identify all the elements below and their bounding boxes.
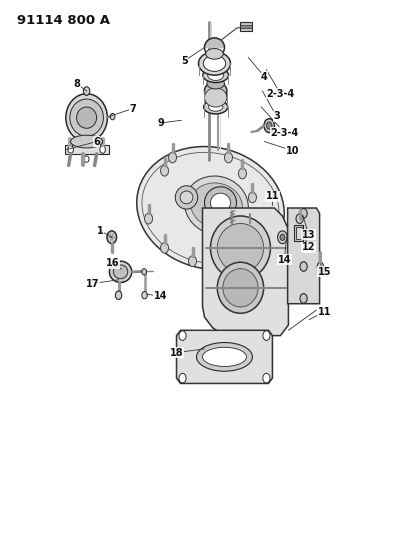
Text: 12: 12 (302, 243, 315, 252)
Circle shape (225, 152, 233, 163)
Text: 18: 18 (170, 348, 183, 358)
Ellipse shape (113, 265, 128, 279)
Circle shape (296, 214, 303, 223)
Circle shape (160, 165, 168, 176)
Ellipse shape (71, 135, 103, 148)
Ellipse shape (137, 147, 284, 270)
Text: 16: 16 (106, 259, 119, 268)
Circle shape (188, 256, 196, 266)
Ellipse shape (205, 88, 227, 107)
Ellipse shape (198, 52, 231, 75)
Text: 11: 11 (266, 191, 279, 201)
Text: 10: 10 (286, 146, 299, 156)
Ellipse shape (206, 49, 223, 59)
Circle shape (263, 373, 270, 383)
Text: 6: 6 (93, 136, 100, 147)
Ellipse shape (196, 343, 253, 371)
Circle shape (249, 192, 257, 203)
Circle shape (300, 294, 307, 303)
Circle shape (144, 213, 152, 224)
Ellipse shape (66, 94, 107, 142)
Circle shape (107, 231, 117, 244)
Text: 9: 9 (157, 118, 164, 128)
Text: 14: 14 (154, 291, 167, 301)
Text: 17: 17 (86, 279, 99, 288)
Ellipse shape (209, 103, 223, 111)
Circle shape (84, 156, 89, 163)
Circle shape (300, 208, 307, 218)
Circle shape (266, 122, 272, 130)
Ellipse shape (77, 107, 97, 128)
Text: 14: 14 (277, 255, 291, 264)
Ellipse shape (217, 262, 263, 313)
Circle shape (263, 331, 270, 341)
Circle shape (179, 373, 186, 383)
Circle shape (264, 119, 274, 133)
Text: 1: 1 (97, 226, 104, 236)
Ellipse shape (175, 185, 198, 209)
Circle shape (100, 146, 105, 154)
Ellipse shape (203, 55, 226, 71)
Ellipse shape (203, 68, 229, 83)
Text: 11: 11 (318, 306, 331, 317)
Ellipse shape (204, 100, 228, 114)
Circle shape (168, 152, 176, 163)
Bar (294, 225, 303, 241)
Polygon shape (176, 330, 272, 383)
Text: 5: 5 (181, 56, 188, 66)
Circle shape (247, 227, 255, 237)
Text: 13: 13 (302, 230, 315, 240)
Text: 8: 8 (73, 79, 80, 89)
Ellipse shape (203, 348, 247, 367)
Text: 3: 3 (273, 111, 280, 121)
Bar (296, 227, 302, 239)
Ellipse shape (70, 99, 103, 136)
Text: 4: 4 (261, 72, 268, 82)
Text: 2-3-4: 2-3-4 (270, 127, 298, 138)
Ellipse shape (208, 70, 224, 80)
Circle shape (142, 292, 147, 299)
Text: 15: 15 (318, 267, 331, 277)
Polygon shape (65, 146, 109, 154)
Ellipse shape (184, 176, 248, 235)
Circle shape (115, 291, 122, 300)
Ellipse shape (217, 223, 263, 272)
Ellipse shape (223, 269, 258, 307)
Text: 91114 800 A: 91114 800 A (17, 14, 110, 27)
Circle shape (160, 243, 168, 253)
Circle shape (300, 262, 307, 271)
Ellipse shape (211, 193, 231, 212)
Polygon shape (205, 38, 225, 47)
Polygon shape (203, 208, 288, 336)
Text: 7: 7 (129, 103, 136, 114)
Ellipse shape (109, 261, 132, 282)
Circle shape (280, 234, 285, 240)
Circle shape (239, 168, 247, 179)
Circle shape (317, 262, 324, 271)
Circle shape (233, 251, 241, 261)
Ellipse shape (207, 78, 225, 89)
Circle shape (277, 231, 287, 244)
Ellipse shape (205, 187, 237, 219)
Ellipse shape (211, 216, 270, 280)
Circle shape (142, 269, 146, 275)
Ellipse shape (190, 183, 242, 228)
Bar (240, 25, 253, 28)
Circle shape (179, 331, 186, 341)
Polygon shape (288, 208, 320, 304)
Ellipse shape (205, 82, 227, 101)
Circle shape (83, 87, 90, 95)
Circle shape (110, 114, 115, 120)
Bar (240, 22, 253, 31)
Circle shape (68, 146, 73, 154)
Ellipse shape (180, 191, 193, 204)
Text: 2-3-4: 2-3-4 (266, 88, 295, 99)
